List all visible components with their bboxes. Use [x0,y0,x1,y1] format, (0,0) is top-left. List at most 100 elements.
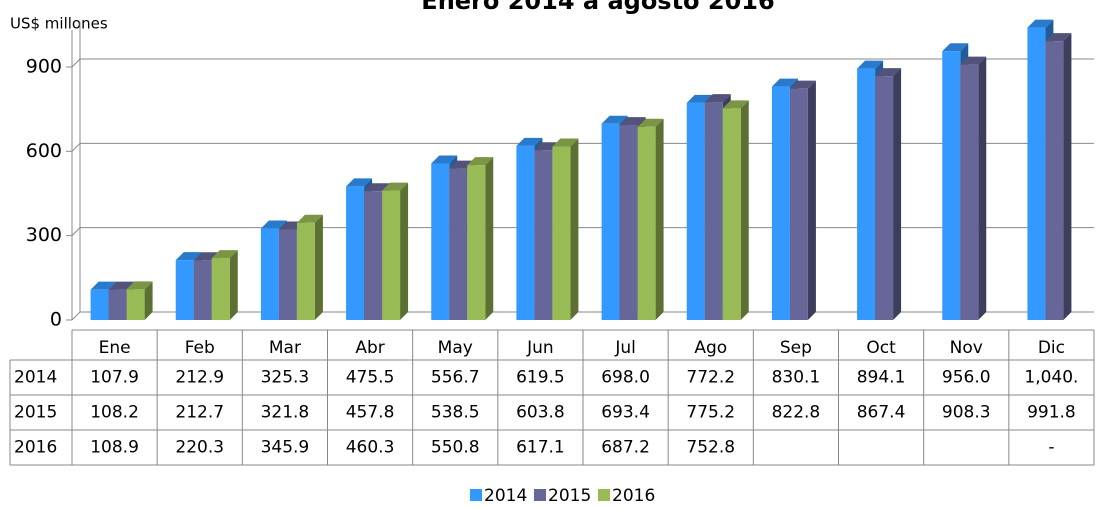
legend-label: 2014 [484,486,527,506]
x-tick-label: Nov [950,338,983,358]
x-tick-label: Ene [99,338,131,358]
bar [449,168,468,320]
x-tick-label: Dic [1038,338,1065,358]
bar [534,150,553,320]
bar-top [516,137,543,146]
legend-label: 2016 [612,486,655,506]
bar-side [314,214,323,320]
bar-top [296,214,323,223]
y-axis-label: US$ millones [10,15,108,33]
bar-side [655,118,664,321]
bar [211,258,230,320]
bar [364,191,383,320]
x-tick-label: Abr [355,338,384,358]
table-cell: 687.2 [601,438,650,458]
bar-top [467,157,494,166]
bar [126,289,145,320]
grid-line-depth [71,58,81,68]
table-cell: 325.3 [261,368,310,388]
table-cell: 550.8 [431,438,480,458]
table-cell: 556.7 [431,368,480,388]
bar [875,76,894,321]
table-cell: 475.5 [346,368,395,388]
bar-side [893,68,902,321]
y-tick-label: 900 [26,55,62,77]
bar [1027,27,1046,320]
table-cell: 108.2 [90,403,139,423]
x-tick-label: Mar [269,338,301,358]
bar [857,68,876,321]
bar-side [1063,33,1072,320]
bar-side [978,56,987,320]
chart-title: Enero 2014 a agosto 2016 [421,0,774,15]
bar-top [175,252,202,261]
bar-top [1045,33,1072,42]
table-cell: 991.8 [1027,403,1076,423]
bar-top [771,78,798,87]
x-tick-label: Jul [614,338,636,358]
grid-line-depth [71,311,81,321]
table-cell: 220.3 [175,438,224,458]
table-cell: 457.8 [346,403,395,423]
table-cell: 321.8 [261,403,310,423]
bar [552,146,571,320]
bar [686,102,705,320]
legend-swatch [534,489,546,501]
bar [346,186,365,320]
bar [90,289,109,320]
legend-label: 2015 [548,486,591,506]
legend-swatch [470,489,482,501]
table-row-label: 2015 [14,403,57,423]
y-tick-label: 0 [50,309,62,331]
bar-top [1027,19,1054,28]
bar-top [875,68,902,77]
table-cell: - [1048,438,1054,458]
table-cell: 894.1 [857,368,906,388]
bar-top [346,178,373,187]
bar [193,260,212,320]
bar-top [960,56,987,65]
x-tick-label: Jun [526,338,554,358]
table-cell: 775.2 [686,403,735,423]
table-row-label: 2014 [14,368,57,388]
legend-swatch [598,489,610,501]
bar [278,229,297,320]
bar [789,88,808,320]
table-cell: 538.5 [431,403,480,423]
table-cell: 867.4 [857,403,906,423]
table-cell: 830.1 [772,368,821,388]
table-cell: 822.8 [772,403,821,423]
table-cell: 345.9 [261,438,310,458]
bar [108,289,127,320]
bar-side [570,138,579,320]
bar-top [260,220,287,229]
bar [516,145,535,320]
bar-top [942,43,969,52]
table-cell: 772.2 [686,368,735,388]
bar-side [144,281,153,320]
bar-top [619,117,646,126]
bar [382,190,401,320]
table-cell: 603.8 [516,403,565,423]
x-tick-label: Sep [780,338,812,358]
table-cell: 956.0 [942,368,991,388]
bar [431,163,450,320]
bar-top [126,281,153,290]
table-row-label: 2016 [14,438,57,458]
bar [260,228,279,320]
bar-top [722,100,749,109]
bar [637,126,656,321]
x-tick-label: Ago [694,338,727,358]
bar-top [108,281,135,290]
grid-line-depth [71,227,81,237]
bar-top [789,80,816,89]
bar-top [431,155,458,164]
x-tick-label: Oct [866,338,896,358]
bar [704,102,723,321]
bar [722,108,741,321]
bar-top [704,94,731,103]
table-cell: 107.9 [90,368,139,388]
bar [771,86,790,320]
